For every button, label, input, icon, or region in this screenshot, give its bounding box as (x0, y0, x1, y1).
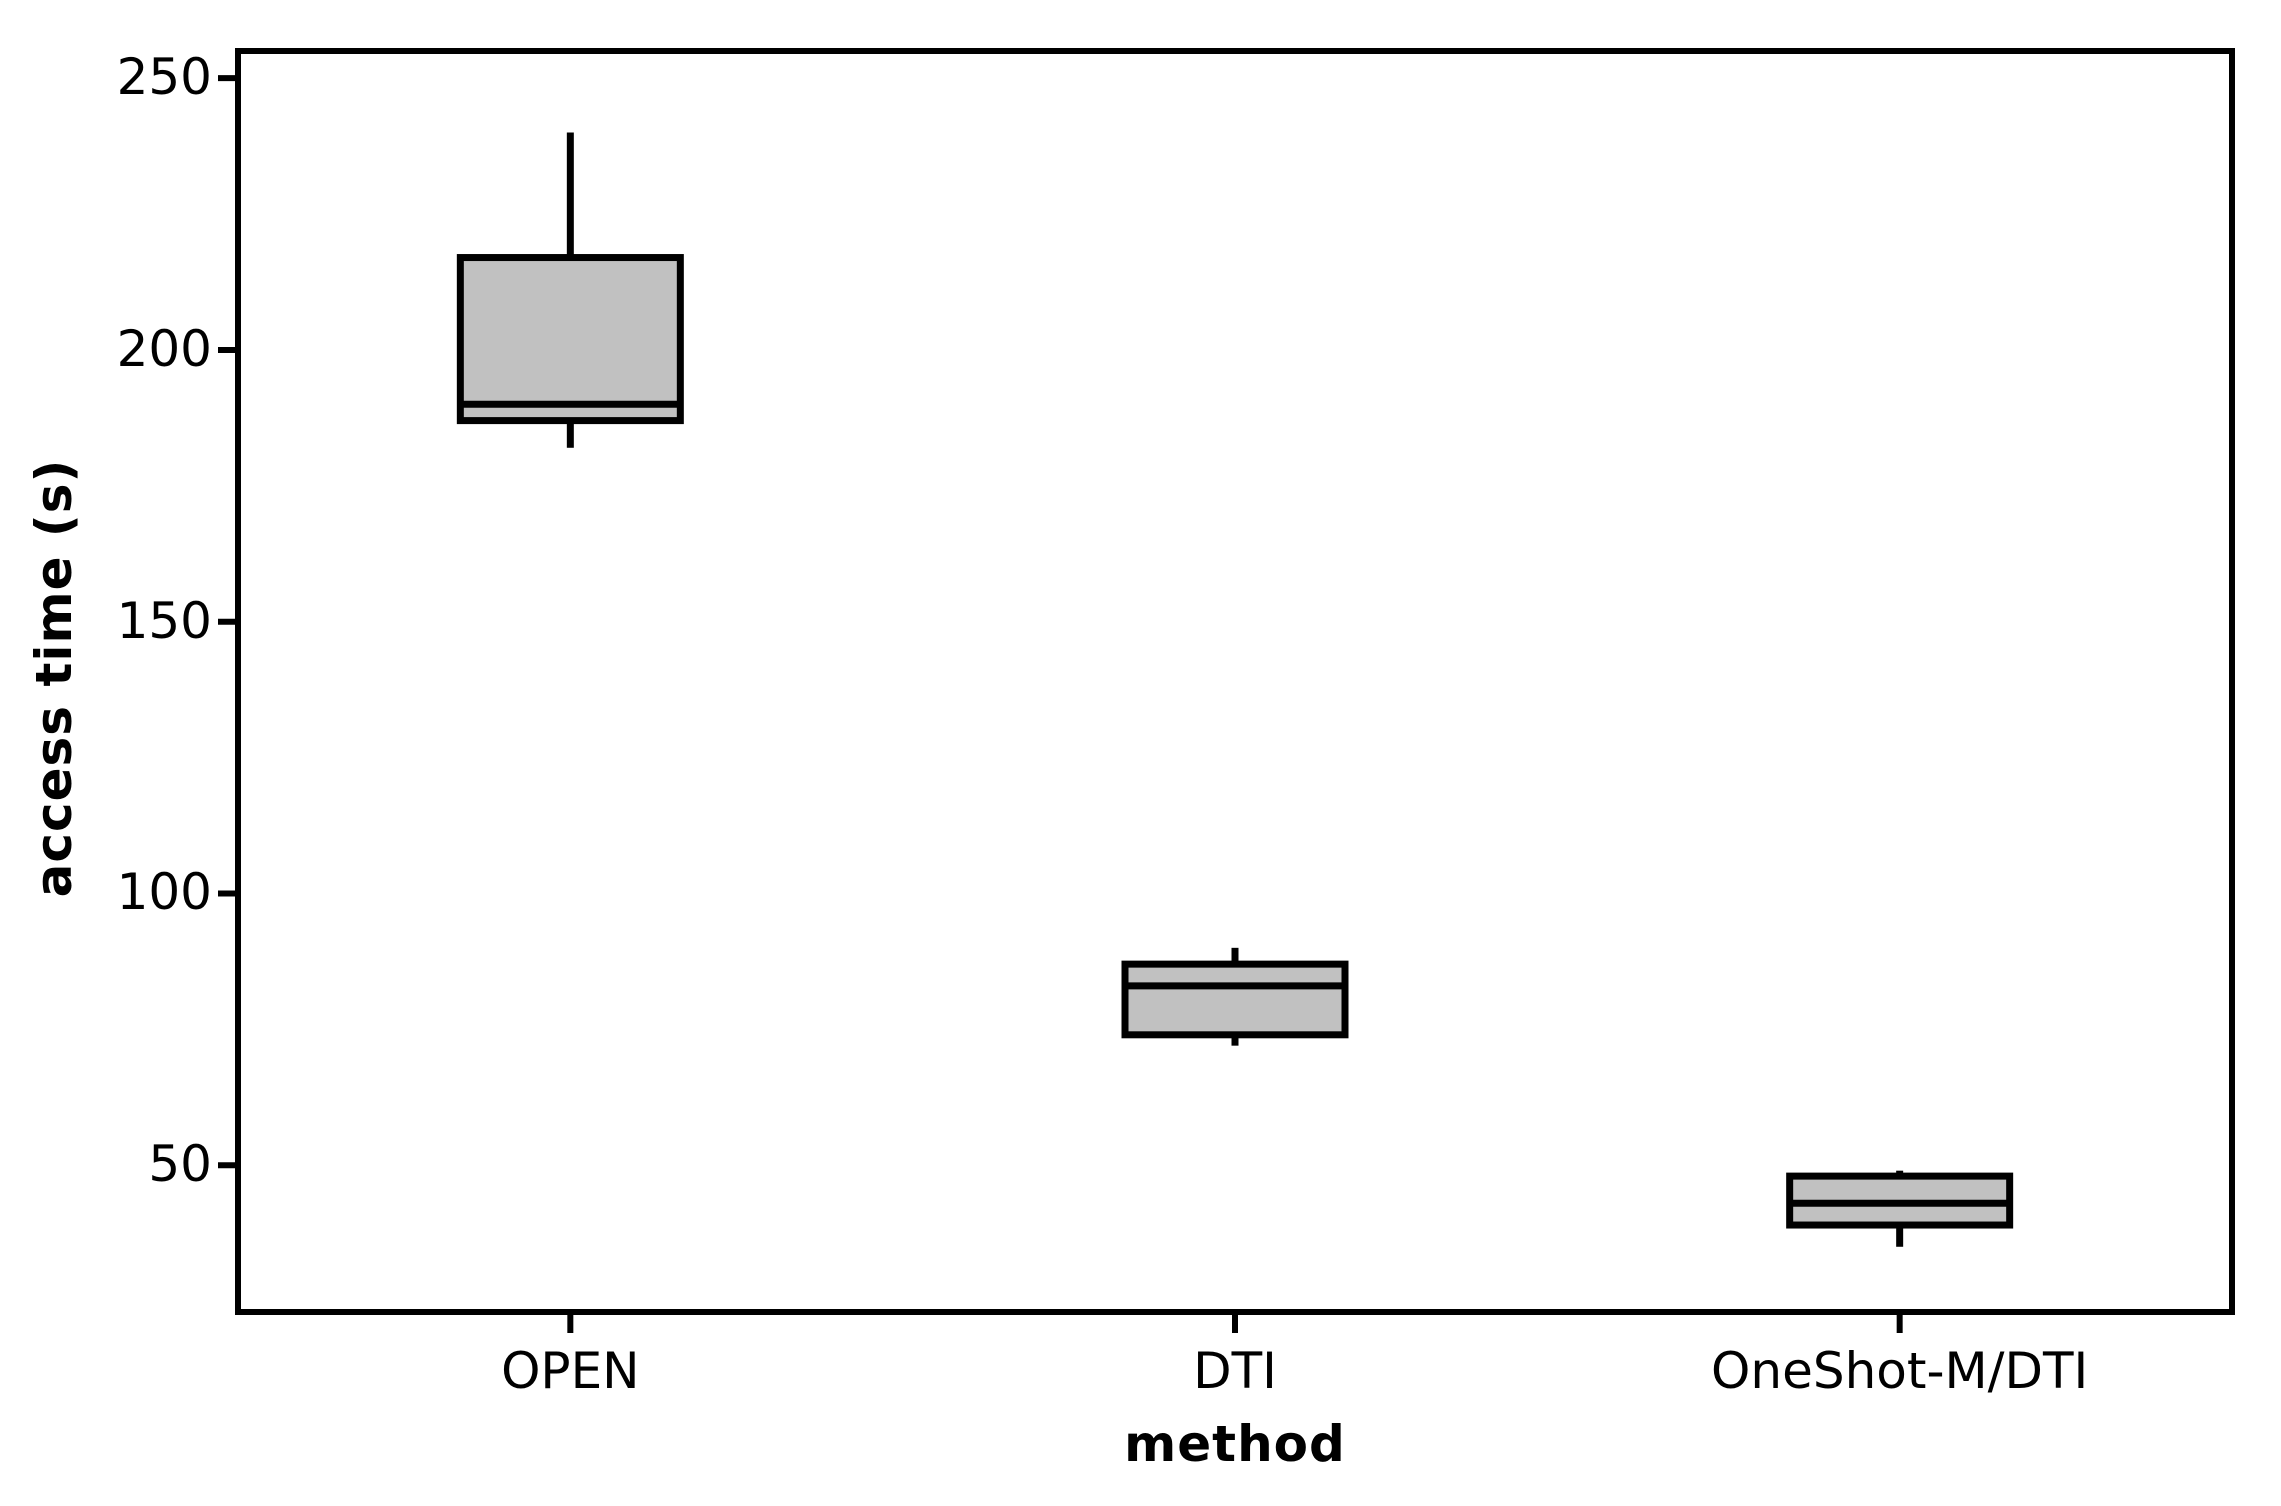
y-tick-label: 250 (116, 48, 212, 107)
y-axis-title: access time (s) (25, 458, 83, 898)
y-tick-label: 150 (116, 591, 212, 650)
x-axis-title: method (1124, 1415, 1346, 1473)
x-category-label: OneShot-M/DTI (1711, 1342, 2089, 1400)
y-tick-label: 200 (116, 319, 212, 378)
box-DTI (1121, 960, 1349, 1039)
x-category-label: DTI (1193, 1342, 1277, 1400)
box-OPEN (456, 254, 684, 425)
y-tick-label: 50 (148, 1135, 212, 1194)
y-tick-label: 100 (116, 863, 212, 922)
x-category-label: OPEN (501, 1342, 640, 1400)
plot-border (235, 48, 2235, 1315)
